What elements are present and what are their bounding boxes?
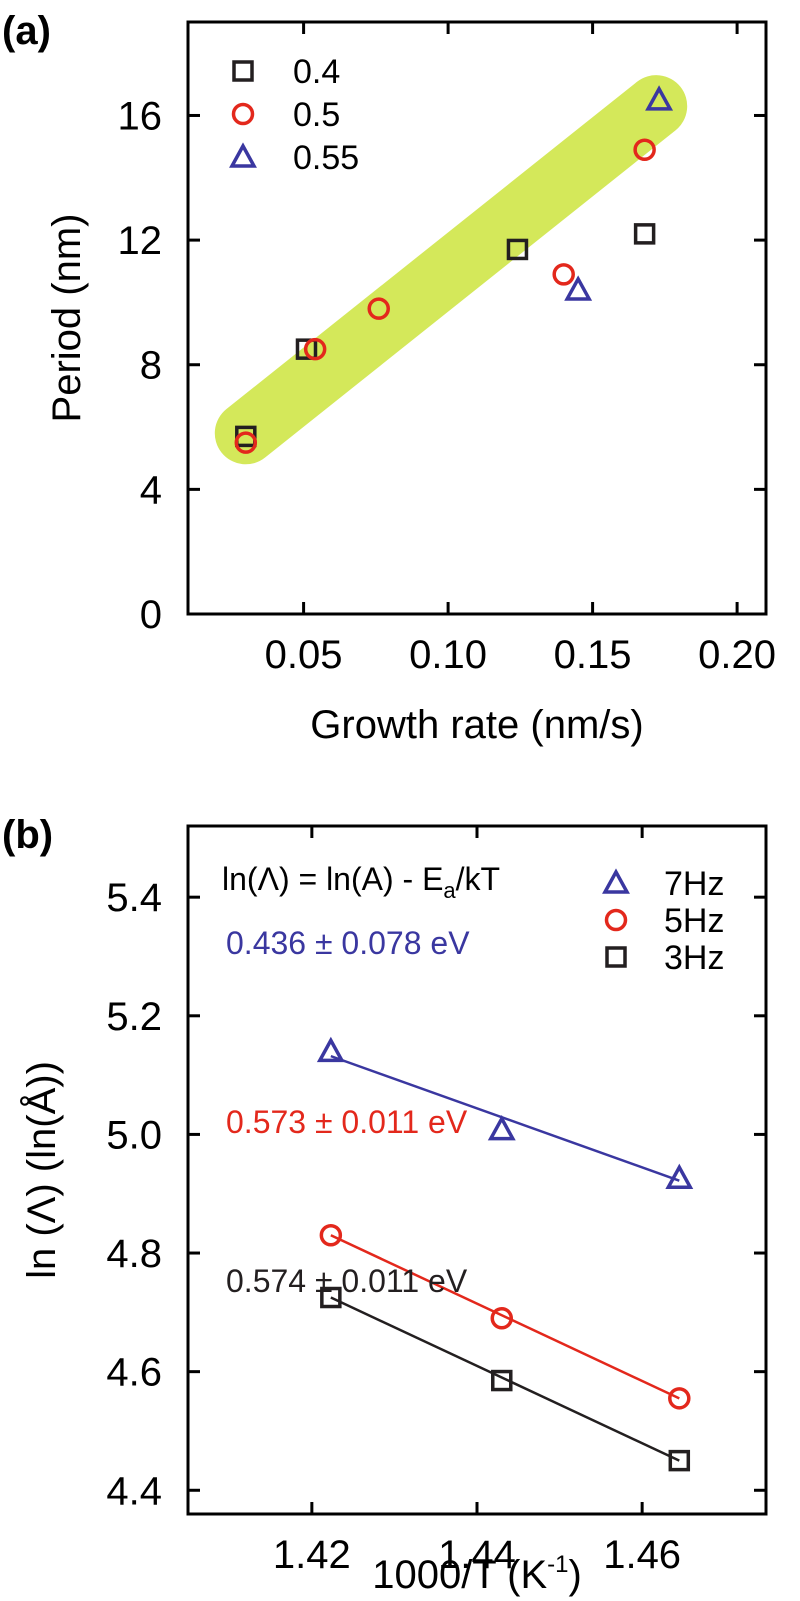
- legend-marker-square: [605, 946, 627, 968]
- fit-line: [330, 1296, 680, 1462]
- data-point-square: [295, 338, 318, 360]
- y-tick-label: 4.8: [106, 1232, 162, 1276]
- activation-energy-label: 0.574 ± 0.011 eV: [226, 1263, 468, 1299]
- x-tick-label: 1.46: [603, 1533, 681, 1577]
- plot-b-annotations: 0.436 ± 0.078 eV 0.573 ± 0.011 eV 0.574 ± …: [226, 925, 470, 1299]
- x-tick-label: 0.15: [554, 633, 632, 677]
- equation-label: ln(Λ) = ln(A) - Ea/kT: [222, 861, 500, 903]
- data-point-triangle: [645, 85, 674, 111]
- plot-a: 0.05 0.10 0.15 0.20 0 4 8 12 16 0.4 0.5 0.55 Growt…: [45, 20, 776, 747]
- y-tick-label: 12: [118, 219, 163, 263]
- legend-marker-circle: [604, 908, 628, 932]
- x-tick-label: 0.20: [698, 633, 776, 677]
- plot-b-ticks: 1.42 1.44 1.46 4.4 4.6 4.8 5.0 5.2 5.4: [106, 826, 766, 1577]
- data-point-triangle: [665, 1163, 694, 1190]
- data-point-circle: [668, 1387, 691, 1410]
- legend-marker-triangle: [602, 868, 630, 894]
- legend-marker-circle: [231, 102, 255, 126]
- plot-a-points: [234, 85, 674, 454]
- y-axis-title: Period (nm): [45, 214, 89, 423]
- x-axis-title-main: 1000/T (K: [372, 1553, 547, 1597]
- panel-b-label: (b): [2, 813, 53, 857]
- x-axis-title-sup: -1: [547, 1551, 568, 1578]
- y-tick-label: 4.6: [106, 1351, 162, 1395]
- y-tick-label: 5.4: [106, 876, 162, 920]
- data-point-triangle: [564, 275, 593, 301]
- legend-label: 3Hz: [664, 939, 724, 977]
- plot-a-legend: 0.4 0.5 0.55: [229, 53, 359, 177]
- highlight-band-shape: [214, 75, 688, 465]
- legend-marker-triangle: [229, 142, 257, 168]
- legend-label: 0.5: [293, 96, 340, 134]
- y-tick-label: 5.0: [106, 1113, 162, 1157]
- y-tick-label: 8: [140, 344, 162, 388]
- legend-label: 7Hz: [664, 865, 724, 903]
- data-point-circle: [633, 138, 656, 161]
- data-point-circle: [319, 1223, 343, 1247]
- y-tick-label: 0: [140, 593, 162, 637]
- data-point-triangle: [487, 1115, 516, 1141]
- y-tick-label: 4.4: [106, 1469, 162, 1513]
- data-point-triangle: [316, 1036, 345, 1063]
- x-tick-label: 1.44: [438, 1533, 516, 1577]
- data-point-square: [320, 1286, 342, 1309]
- x-tick-label: 0.10: [409, 633, 487, 677]
- data-point-circle: [367, 297, 390, 320]
- fit-line: [330, 1234, 680, 1400]
- x-axis-title-end: ): [568, 1553, 581, 1597]
- y-tick-label: 4: [140, 468, 162, 512]
- data-point-circle: [234, 431, 258, 454]
- y-axis-title: ln (Λ) (ln(Å)): [19, 1061, 64, 1279]
- data-point-circle: [490, 1307, 514, 1330]
- data-point-square: [633, 223, 656, 245]
- equation-part2: /kT: [456, 861, 500, 897]
- data-point-square: [506, 238, 529, 261]
- panel-a-label: (a): [2, 9, 51, 53]
- y-tick-label: 5.2: [106, 995, 162, 1039]
- plot-b-points: [316, 1036, 694, 1472]
- legend-label: 0.55: [293, 139, 359, 177]
- plot-b-fit-lines: [330, 1054, 680, 1462]
- data-point-square: [491, 1369, 513, 1392]
- activation-energy-label: 0.436 ± 0.078 eV: [226, 925, 470, 961]
- highlight-band: [214, 75, 688, 465]
- equation-part1: ln(Λ) = ln(A) - E: [222, 861, 443, 897]
- equation-subscript: a: [443, 878, 456, 903]
- data-point-square: [668, 1449, 691, 1472]
- plot-b: 1.42 1.44 1.46 4.4 4.6 4.8 5.0 5.2 5.4 7Hz5Hz3Hz…: [19, 824, 768, 1597]
- data-point-circle: [552, 263, 575, 286]
- legend-label: 0.4: [293, 53, 340, 91]
- x-tick-label: 1.42: [273, 1533, 351, 1577]
- legend-marker-square: [232, 60, 254, 82]
- plot-a-ticks: 0.05 0.10 0.15 0.20 0 4 8 12 16: [118, 22, 776, 677]
- x-tick-label: 0.05: [265, 633, 343, 677]
- plot-a-frame: [186, 20, 768, 616]
- x-axis-title: 1000/T (K-1): [372, 1551, 582, 1597]
- legend-label: 5Hz: [664, 902, 724, 940]
- y-tick-label: 16: [118, 94, 163, 138]
- fit-line: [330, 1054, 680, 1182]
- activation-energy-label: 0.573 ± 0.011 eV: [226, 1104, 468, 1140]
- data-point-circle: [303, 337, 327, 361]
- x-axis-title: Growth rate (nm/s): [310, 703, 643, 747]
